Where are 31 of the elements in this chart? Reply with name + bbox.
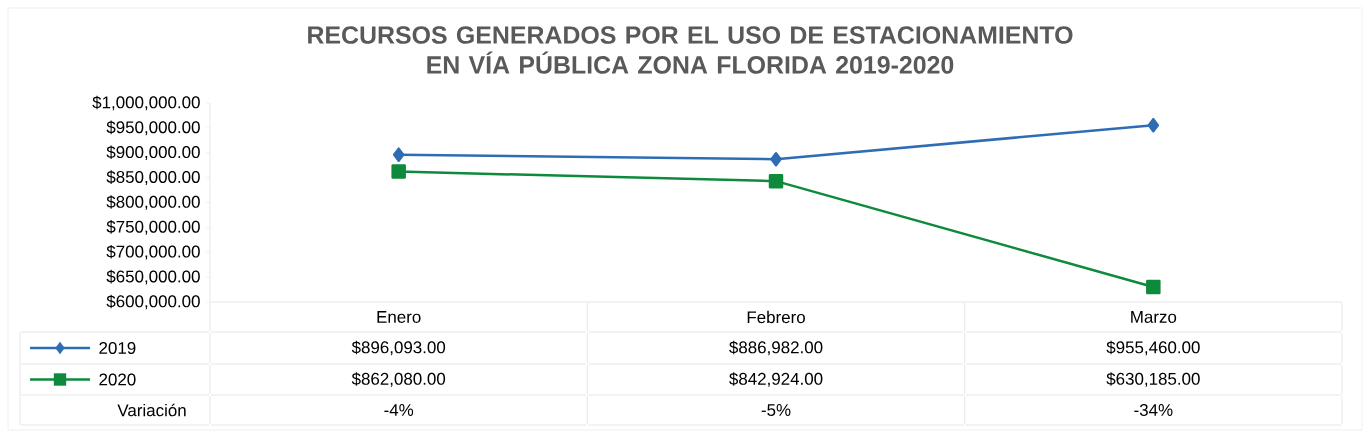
y-tick-label: $600,000.00 (106, 294, 200, 310)
chart-title: RECURSOS GENERADOS POR EL USO DE ESTACIONAMIENTO EN VÍA PÚBLICA ZONA FLORIDA 2019-2020 (308, 26, 1073, 74)
y-tick-label: $750,000.00 (106, 220, 200, 235)
point (770, 151, 782, 167)
legend-label: 2020 (99, 373, 136, 386)
text: -34% (1134, 403, 1173, 416)
x-tick-label: Marzo (1131, 311, 1177, 323)
text: -5% (761, 404, 791, 416)
data-label: $886,982.00 (729, 340, 823, 356)
y-tick-label: $650,000.00 (106, 269, 200, 285)
data-label: $630,185.00 (1106, 372, 1200, 387)
x-tick-label: Febrero (747, 310, 805, 324)
data-label: $842,924.00 (729, 372, 823, 387)
legend-label: 2019 (99, 341, 136, 354)
text: Variación (117, 403, 186, 417)
data-label: $862,080.00 (351, 372, 446, 387)
point (391, 164, 406, 179)
y-tick-label: $950,000.00 (106, 120, 200, 136)
point (768, 173, 784, 189)
y-tick-label: $1,000,000.00 (92, 95, 200, 111)
y-tick-label: $850,000.00 (106, 170, 200, 185)
data-label: $955,460.00 (1106, 340, 1200, 356)
text: -4% (384, 404, 414, 416)
x-tick-label: Enero (377, 311, 421, 323)
y-tick-label: $700,000.00 (106, 244, 200, 260)
point (1146, 279, 1161, 295)
y-tick-label: $900,000.00 (106, 145, 200, 161)
point (392, 147, 405, 162)
data-label: $896,093.00 (351, 340, 446, 356)
y-tick-label: $800,000.00 (106, 195, 200, 210)
point (1147, 117, 1160, 133)
